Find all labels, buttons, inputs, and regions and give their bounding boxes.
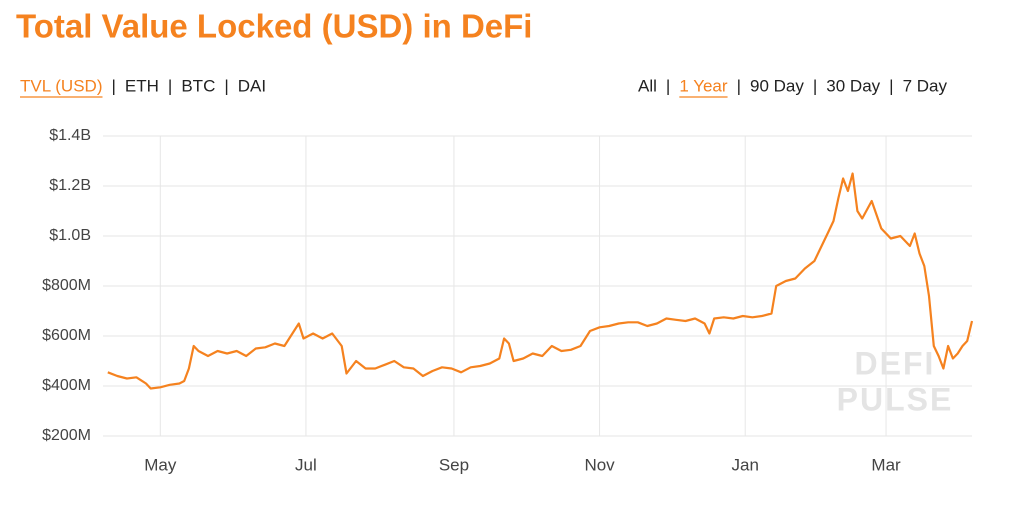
tab[interactable]: All (638, 76, 657, 95)
y-tick-label: $200M (42, 427, 91, 444)
tab[interactable]: BTC (181, 76, 215, 95)
tab[interactable]: ETH (125, 76, 159, 95)
y-tick-label: $600M (42, 327, 91, 344)
y-tick-label: $1.4B (49, 127, 91, 144)
y-tick-label: $800M (42, 277, 91, 294)
tab[interactable]: 90 Day (750, 76, 804, 95)
x-tick-label: Nov (584, 455, 615, 474)
x-tick-label: Jul (295, 455, 317, 474)
x-tick-label: Mar (871, 455, 901, 474)
separator: | (666, 76, 670, 95)
y-tick-label: $1.2B (49, 177, 91, 194)
y-tick-label: $1.0B (49, 227, 91, 244)
separator: | (224, 76, 228, 95)
separator: | (813, 76, 817, 95)
x-tick-label: Jan (731, 455, 758, 474)
y-tick-label: $400M (42, 377, 91, 394)
x-tick-label: May (144, 455, 177, 474)
tab[interactable]: TVL (USD) (20, 76, 103, 95)
tab[interactable]: 30 Day (826, 76, 880, 95)
separator: | (112, 76, 116, 95)
tab[interactable]: DAI (238, 76, 266, 95)
separator: | (889, 76, 893, 95)
tvl-line (107, 172, 974, 390)
x-tick-label: Sep (439, 455, 469, 474)
tab[interactable]: 7 Day (903, 76, 948, 95)
chart-title: Total Value Locked (USD) in DeFi (16, 8, 532, 45)
separator: | (737, 76, 741, 95)
separator: | (168, 76, 172, 95)
tab[interactable]: 1 Year (679, 76, 728, 95)
watermark: DEFI (855, 345, 936, 381)
watermark: PULSE (837, 381, 954, 417)
